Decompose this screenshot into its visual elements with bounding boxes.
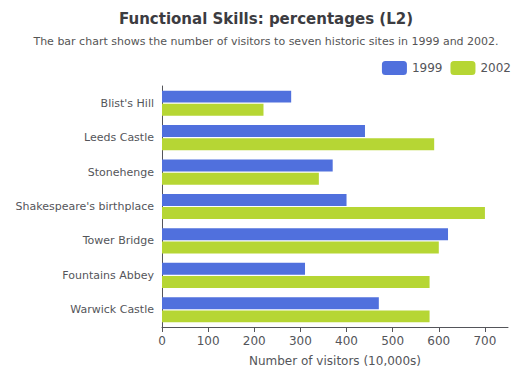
svg-text:Warwick Castle: Warwick Castle — [70, 303, 154, 316]
svg-text:Fountains Abbey: Fountains Abbey — [62, 269, 154, 282]
svg-text:700: 700 — [473, 334, 496, 348]
svg-text:Stonehenge: Stonehenge — [88, 166, 154, 179]
svg-text:Functional Skills: percentages: Functional Skills: percentages (L2) — [119, 10, 413, 28]
svg-text:Leeds Castle: Leeds Castle — [84, 131, 154, 144]
svg-text:2002: 2002 — [480, 61, 511, 75]
svg-text:1999: 1999 — [412, 61, 443, 75]
svg-text:300: 300 — [289, 334, 312, 348]
svg-text:400: 400 — [335, 334, 358, 348]
svg-text:600: 600 — [427, 334, 450, 348]
svg-text:200: 200 — [243, 334, 266, 348]
svg-text:Shakespeare's birthplace: Shakespeare's birthplace — [16, 200, 155, 213]
svg-text:Tower Bridge: Tower Bridge — [82, 234, 154, 247]
svg-text:500: 500 — [381, 334, 404, 348]
svg-text:100: 100 — [197, 334, 220, 348]
svg-text:Number of visitors (10,000s): Number of visitors (10,000s) — [249, 354, 421, 368]
svg-text:The bar chart shows the number: The bar chart shows the number of visito… — [32, 35, 498, 48]
svg-text:0: 0 — [158, 334, 166, 348]
svg-text:Blist's Hill: Blist's Hill — [101, 97, 154, 110]
